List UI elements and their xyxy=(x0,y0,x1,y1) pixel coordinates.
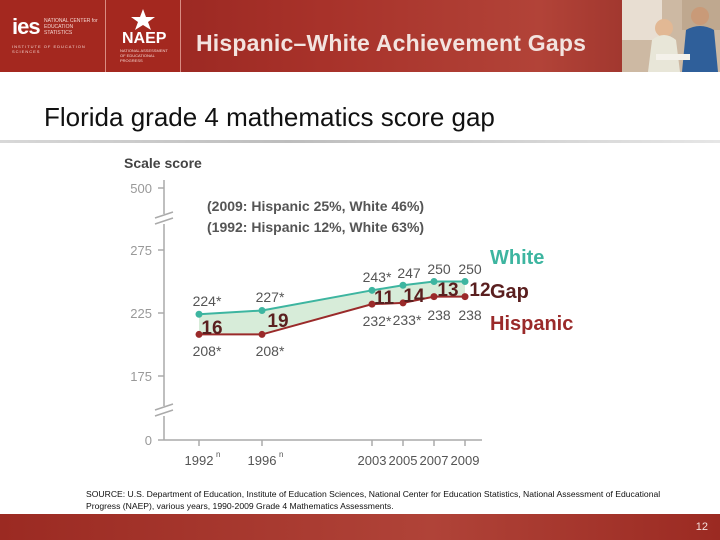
hispanic-data-point xyxy=(399,299,407,307)
white-series-line xyxy=(198,280,465,316)
hispanic-value-label: 208* xyxy=(256,343,285,359)
white-value-label: 227* xyxy=(256,289,285,305)
ies-logo-text: ies xyxy=(12,14,41,39)
white-data-point xyxy=(430,278,438,285)
white-value-label: 250 xyxy=(427,261,451,277)
page-number: 12 xyxy=(695,521,708,533)
y-tick-label: 0 xyxy=(145,433,152,448)
legend-gap: Gap xyxy=(490,281,529,303)
students-photo xyxy=(622,0,720,72)
white-data-point xyxy=(258,306,266,314)
naep-star-icon xyxy=(131,9,155,30)
gap-value-label: 16 xyxy=(201,318,222,339)
gap-value-label: 12 xyxy=(469,280,490,301)
hispanic-data-point xyxy=(430,293,438,301)
naep-logo-subtitle: NATIONAL ASSESSMENT OF EDUCATIONAL PROGR… xyxy=(120,48,168,63)
slide-title: Florida grade 4 mathematics score gap xyxy=(44,102,495,132)
x-tick-label: 2003 xyxy=(358,453,387,468)
hispanic-series-line xyxy=(199,295,465,336)
white-value-label: 224* xyxy=(193,293,222,309)
ies-logo-subtitle: NATIONAL CENTER for EDUCATION STATISTICS xyxy=(44,18,98,36)
gap-value-label: 13 xyxy=(437,280,458,301)
legend-hispanic: Hispanic xyxy=(490,313,573,335)
legend-white: White xyxy=(490,247,544,269)
white-data-point xyxy=(368,286,376,294)
axis-break-top xyxy=(154,211,174,225)
x-tick-superscript: n xyxy=(216,450,220,459)
banner-title: Hispanic–White Achievement Gaps xyxy=(196,30,587,56)
x-tick-superscript: n xyxy=(279,450,283,459)
y-tick-label: 175 xyxy=(130,369,152,384)
white-value-label: 250 xyxy=(458,261,482,277)
hispanic-value-label: 208* xyxy=(193,343,222,359)
ies-logo-line: INSTITUTE OF EDUCATION SCIENCES xyxy=(12,44,86,54)
students-photo-image xyxy=(622,0,720,72)
callout-line: (2009: Hispanic 25%, White 46%) xyxy=(207,198,424,214)
x-tick-label: 2009 xyxy=(451,453,480,468)
white-value-label: 243* xyxy=(363,269,392,285)
gap-value-label: 14 xyxy=(403,286,425,307)
white-data-point xyxy=(195,310,203,318)
axis-break-top-gap xyxy=(158,214,170,224)
y-tick-label: 500 xyxy=(130,181,152,196)
white-data-point xyxy=(461,278,469,285)
y-axis-label: Scale score xyxy=(124,155,202,171)
hispanic-data-point xyxy=(195,330,203,338)
title-divider xyxy=(0,140,720,143)
gap-value-label: 11 xyxy=(374,288,395,309)
naep-logo-text: NAEP xyxy=(122,30,167,47)
header-banner: ies NATIONAL CENTER for EDUCATION STATIS… xyxy=(0,0,720,72)
hispanic-value-label: 233* xyxy=(393,312,422,328)
hispanic-value-label: 238 xyxy=(427,307,451,323)
hispanic-data-point xyxy=(368,300,376,308)
hispanic-data-point xyxy=(461,293,469,301)
source-note: SOURCE: U.S. Department of Education, In… xyxy=(86,489,661,511)
x-tick-label: 1996 xyxy=(248,453,277,468)
white-value-label: 247 xyxy=(397,265,421,281)
axis-break-bottom-gap xyxy=(158,406,170,416)
ies-logo[interactable]: ies NATIONAL CENTER for EDUCATION STATIS… xyxy=(0,0,106,72)
gap-value-label: 19 xyxy=(267,311,288,332)
naep-logo[interactable]: NAEP NATIONAL ASSESSMENT OF EDUCATIONAL … xyxy=(106,0,181,72)
hispanic-value-label: 238 xyxy=(458,307,482,323)
hispanic-value-label: 232* xyxy=(363,313,392,329)
y-tick-label: 225 xyxy=(130,306,152,321)
hispanic-data-point xyxy=(258,330,266,338)
footer-bar: 12 xyxy=(0,514,720,540)
x-tick-label: 2005 xyxy=(389,453,418,468)
x-tick-label: 2007 xyxy=(420,453,449,468)
gap-area xyxy=(199,281,465,335)
y-tick-label: 275 xyxy=(130,243,152,258)
x-tick-label: 1992 xyxy=(185,453,214,468)
white-data-point xyxy=(399,281,407,289)
axis-break-bottom xyxy=(154,403,174,417)
callout-line: (1992: Hispanic 12%, White 63%) xyxy=(207,219,424,235)
